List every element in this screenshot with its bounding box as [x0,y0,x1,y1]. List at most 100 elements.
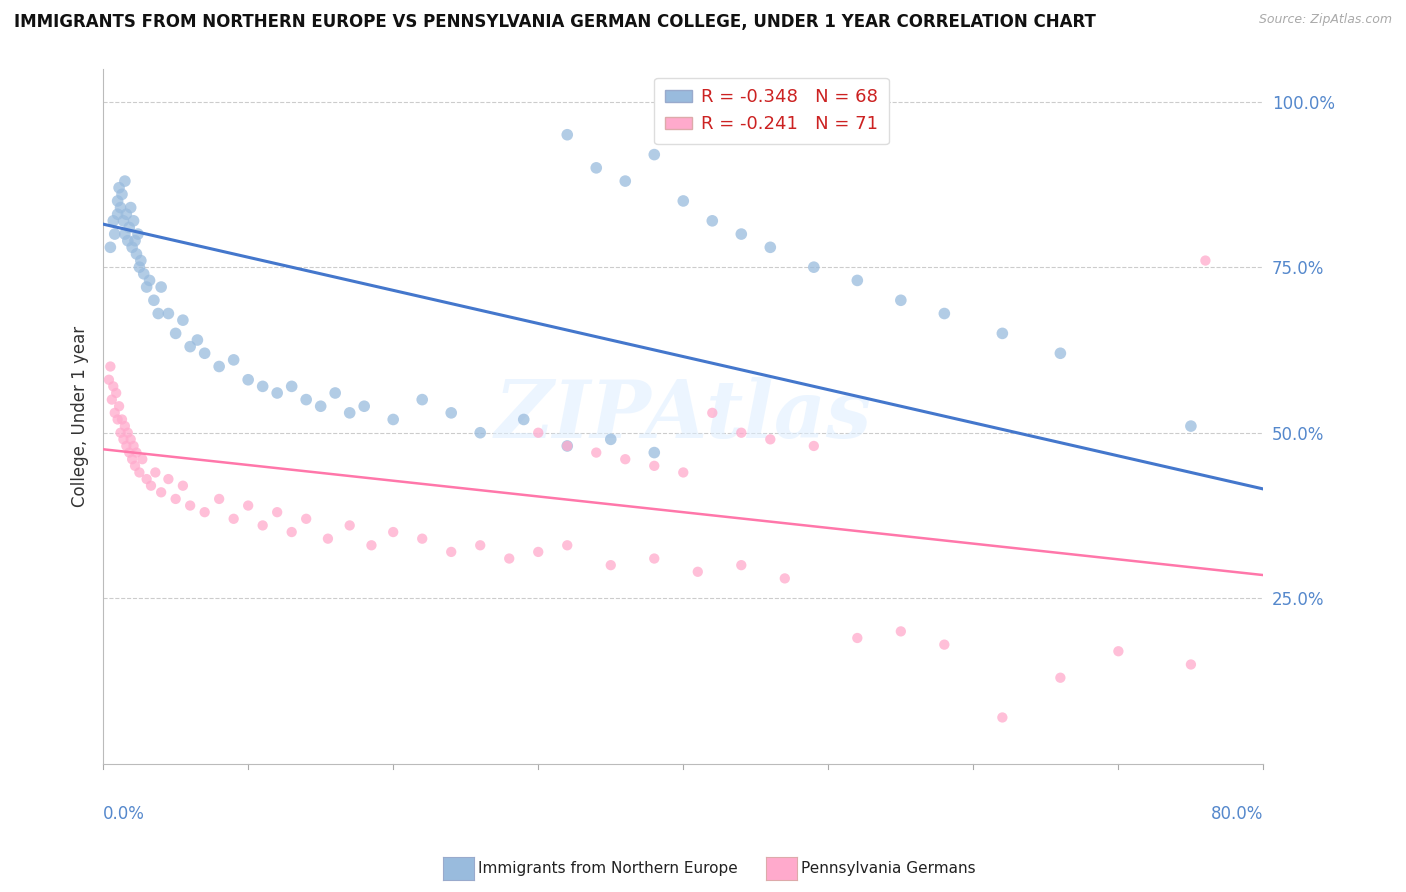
Point [295,392,318,407]
Point [100,359,122,374]
Point [104,406,127,420]
Point [115,207,138,221]
Point [470,538,492,552]
Point [991,710,1014,724]
Point [555,439,578,453]
Point [128,260,150,275]
Point [266,505,288,519]
Point [527,545,550,559]
Point [110,425,132,440]
Point [117,234,139,248]
Point [498,551,520,566]
Point [108,180,131,194]
Point [1180,657,1202,672]
Point [599,433,621,447]
Point [316,532,339,546]
Point [194,346,217,360]
Point [238,499,260,513]
Point [97,373,120,387]
Point [585,161,607,175]
Point [114,227,136,241]
Point [179,499,201,513]
Point [112,433,135,447]
Point [934,638,956,652]
Point [846,273,869,287]
Point [122,214,145,228]
Text: Immigrants from Northern Europe: Immigrants from Northern Europe [478,862,738,876]
Point [280,524,302,539]
Point [470,425,492,440]
Point [131,452,153,467]
Point [107,207,129,221]
Point [222,352,245,367]
Point [124,458,146,473]
Point [120,201,142,215]
Point [730,425,752,440]
Point [194,505,217,519]
Point [702,406,724,420]
Point [730,227,752,241]
Point [128,466,150,480]
Point [1049,671,1071,685]
Text: Pennsylvania Germans: Pennsylvania Germans [801,862,976,876]
Text: ZIPAtlas: ZIPAtlas [495,377,872,455]
Point [105,386,128,401]
Point [115,439,138,453]
Point [132,267,155,281]
Point [150,485,173,500]
Point [527,425,550,440]
Point [143,466,166,480]
Point [120,433,142,447]
Text: Source: ZipAtlas.com: Source: ZipAtlas.com [1258,13,1392,27]
Point [252,379,274,393]
Point [1107,644,1129,658]
Point [643,458,665,473]
Point [179,340,201,354]
Point [129,253,152,268]
Point [118,445,141,459]
Point [222,512,245,526]
Point [266,386,288,401]
Point [238,373,260,387]
Point [1180,419,1202,434]
Point [110,201,132,215]
Point [643,551,665,566]
Point [157,306,180,320]
Point [121,452,143,467]
Point [252,518,274,533]
Point [411,532,433,546]
Text: IMMIGRANTS FROM NORTHERN EUROPE VS PENNSYLVANIA GERMAN COLLEGE, UNDER 1 YEAR COR: IMMIGRANTS FROM NORTHERN EUROPE VS PENNS… [14,13,1095,31]
Point [555,538,578,552]
Point [101,392,124,407]
Point [142,293,165,308]
Point [411,392,433,407]
Point [555,128,578,142]
Point [117,425,139,440]
Point [111,187,134,202]
Y-axis label: College, Under 1 year: College, Under 1 year [72,326,89,507]
Point [124,234,146,248]
Point [139,479,162,493]
Point [172,479,194,493]
Point [614,452,637,467]
Point [280,379,302,393]
Point [643,147,665,161]
Point [309,399,332,413]
Point [127,227,149,241]
Point [100,240,122,254]
Point [773,571,796,585]
Point [1194,253,1216,268]
Point [730,558,752,573]
Point [555,439,578,453]
Point [165,326,187,341]
Point [513,412,536,426]
Point [150,280,173,294]
Point [114,174,136,188]
Point [803,439,825,453]
Point [991,326,1014,341]
Point [360,538,382,552]
Point [672,194,695,208]
Point [208,359,231,374]
Point [107,194,129,208]
Point [122,439,145,453]
